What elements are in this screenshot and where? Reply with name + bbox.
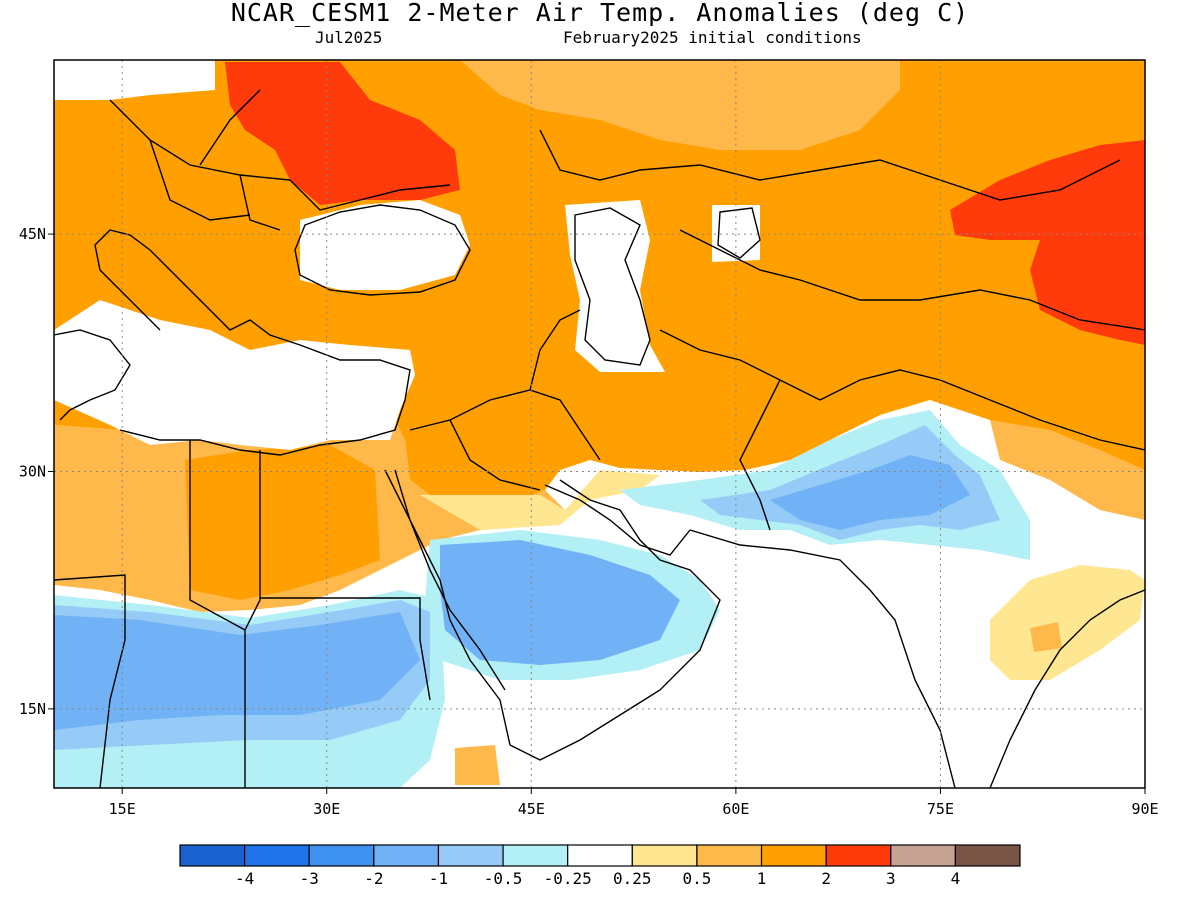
arabian-sea-coast (689, 529, 1145, 788)
y-axis: 45N 30N 15N (19, 225, 54, 718)
colorbar-swatch (760, 844, 827, 867)
colorbar-swatch (308, 844, 375, 867)
colorbar-swatch (244, 844, 310, 867)
cool-anomaly-pakistan-core (770, 455, 970, 530)
x-tick-label: 75E (927, 800, 954, 818)
y-tick-label: 45N (19, 225, 46, 243)
mild-warm-gulf-strip (420, 470, 660, 530)
aral-coast (717, 207, 761, 259)
colorbar-swatch (890, 844, 956, 867)
mediterranean-neutral (54, 300, 415, 450)
cool-anomaly-sahel-core (54, 612, 420, 730)
y-tick-label: 30N (19, 462, 46, 480)
colorbar-swatch (954, 844, 1021, 867)
colorbar-label: 4 (951, 869, 961, 888)
colorbar-label: 1 (757, 869, 767, 888)
colorbar-label: 3 (886, 869, 896, 888)
coastlines (54, 89, 1145, 788)
colorbar-label: 0.25 (613, 869, 652, 888)
hot-anomaly-central-asia (950, 140, 1145, 345)
colorbar-label: -2 (364, 869, 383, 888)
european-borders (109, 89, 451, 231)
black-sea-neutral (300, 200, 470, 290)
persian-gulf-coast (544, 484, 691, 556)
black-sea-coast (294, 204, 471, 296)
cool-anomaly-arabia (440, 540, 680, 665)
warm-anomaly-africa-core (185, 445, 380, 600)
colorbar-label: -4 (235, 869, 254, 888)
red-sea-coast (384, 469, 511, 746)
x-tick-label: 45E (518, 800, 545, 818)
colorbar-swatch (179, 844, 246, 867)
x-tick-label: 15E (109, 800, 136, 818)
mild-warm-horn (455, 745, 500, 785)
mild-warm-south-asia (990, 420, 1145, 520)
colorbar-swatch (696, 844, 763, 867)
colorbar-label: -1 (429, 869, 448, 888)
plot-frame (53, 59, 1146, 789)
colorbar-label: -0.5 (484, 869, 523, 888)
africa-borders (54, 440, 431, 788)
initial-conditions: February2025 initial conditions (563, 28, 862, 47)
x-tick-label: 30E (313, 800, 340, 818)
north-europe-neutral (54, 60, 215, 100)
gridlines (54, 60, 1145, 788)
anomaly-field (54, 60, 1145, 788)
mediterranean-coast (54, 229, 411, 456)
x-tick-label: 60E (722, 800, 749, 818)
forecast-month: Jul2025 (315, 28, 383, 47)
arabian-peninsula-coast (509, 479, 721, 761)
x-axis: 15E 30E 45E 60E 75E 90E (109, 788, 1159, 818)
mild-warm-north-band (460, 60, 900, 150)
colorbar-label: -3 (300, 869, 319, 888)
colorbar-label: 0.5 (682, 869, 711, 888)
x-tick-label: 90E (1131, 800, 1158, 818)
colorbar-swatch (567, 844, 633, 867)
asian-borders (539, 129, 1145, 531)
colorbar-swatch (502, 844, 569, 867)
middle-east-borders (409, 309, 601, 491)
colorbar-label: 2 (821, 869, 831, 888)
colorbar-label: -0.25 (544, 869, 592, 888)
caspian-neutral (565, 200, 665, 372)
colorbar-swatch (373, 844, 440, 867)
mild-warm-india-core (1030, 622, 1062, 652)
hot-anomaly-eastern-europe (225, 62, 460, 205)
colorbar-swatch (825, 844, 892, 867)
caspian-coast (574, 207, 651, 366)
map-title: NCAR_CESM1 2-Meter Air Temp. Anomalies (… (230, 0, 970, 27)
mild-warm-india (990, 565, 1145, 680)
colorbar-legend: -4 -3 -2 -1 -0.5 -0.25 0.25 0.5 1 2 3 4 (179, 844, 1021, 888)
y-tick-label: 15N (19, 700, 46, 718)
colorbar-swatch (631, 844, 698, 867)
colorbar-swatch (437, 844, 504, 867)
